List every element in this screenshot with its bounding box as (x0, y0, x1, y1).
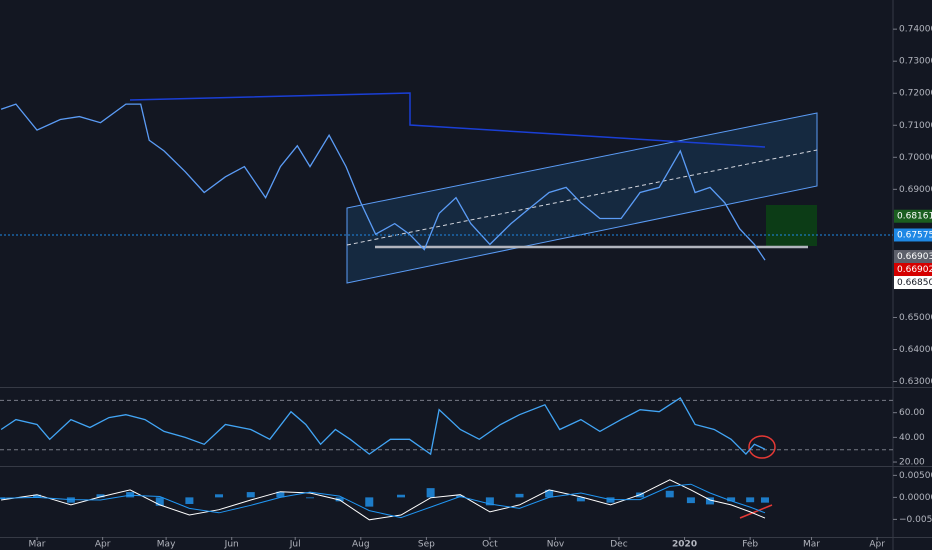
highlight-line (739, 504, 773, 519)
x-tick-label: Jun (224, 540, 239, 550)
macd-line (1, 483, 766, 519)
histogram-bar (33, 494, 42, 498)
price-label: 0.66903 (897, 252, 932, 262)
x-tick-label: Apr (869, 540, 885, 550)
y-tick-label: 40.00 (899, 433, 925, 443)
histogram-bar (185, 497, 194, 504)
y-tick-label: 0.00000 (899, 493, 932, 503)
target-zone (766, 205, 817, 246)
price-label-box (894, 250, 932, 264)
x-tick-label: Feb (742, 540, 758, 550)
y-tick-label: 60.00 (899, 408, 925, 418)
histogram-bar (96, 494, 105, 498)
x-tick-label: Oct (482, 540, 498, 550)
histogram-bar (665, 490, 674, 498)
x-tick-label: Mar (803, 540, 820, 550)
histogram-bar (276, 491, 285, 498)
y-tick-label: 20.00 (899, 458, 925, 468)
x-tick-label: Mar (29, 540, 46, 550)
trend-line (129, 92, 766, 148)
x-tick-label: Dec (610, 540, 627, 550)
histogram-bar (335, 497, 344, 502)
price-label-box (894, 263, 932, 277)
highlight-circle (748, 435, 776, 459)
price-label: 0.66850 (897, 278, 932, 288)
x-tick-label: Sep (418, 540, 435, 550)
histogram-bar (545, 489, 554, 498)
histogram-bar (306, 497, 315, 499)
histogram-bar (727, 497, 736, 502)
histogram-bar (485, 497, 494, 506)
histogram-bar (426, 488, 435, 498)
price-line (0, 103, 766, 261)
histogram-bar (246, 492, 255, 498)
x-tick-label: Jul (289, 540, 301, 550)
histogram-bar (515, 493, 524, 498)
x-tick-label: Apr (95, 540, 111, 550)
histogram-bar (686, 497, 695, 504)
x-tick-label: Nov (547, 540, 565, 550)
histogram-bar (215, 494, 224, 498)
histogram-bar (365, 497, 374, 507)
x-tick-label: 2020 (672, 540, 697, 550)
price-label: 0.66902 (897, 265, 932, 275)
histogram-bar (155, 497, 164, 506)
x-tick-label: Aug (352, 540, 370, 550)
price-label-box (894, 209, 932, 223)
price-label: 0.68161 (897, 212, 932, 222)
histogram-bar (705, 497, 714, 505)
histogram-bar (760, 497, 769, 503)
histogram-bar (397, 494, 406, 498)
x-tick-label: May (157, 540, 176, 550)
histogram-bar (576, 497, 585, 502)
price-label: 0.67575 (897, 230, 932, 240)
price-label-box (894, 276, 932, 290)
price-line (0, 396, 766, 456)
channel-midline (346, 149, 818, 246)
histogram-bar (746, 497, 755, 503)
price-label-box (894, 228, 932, 242)
